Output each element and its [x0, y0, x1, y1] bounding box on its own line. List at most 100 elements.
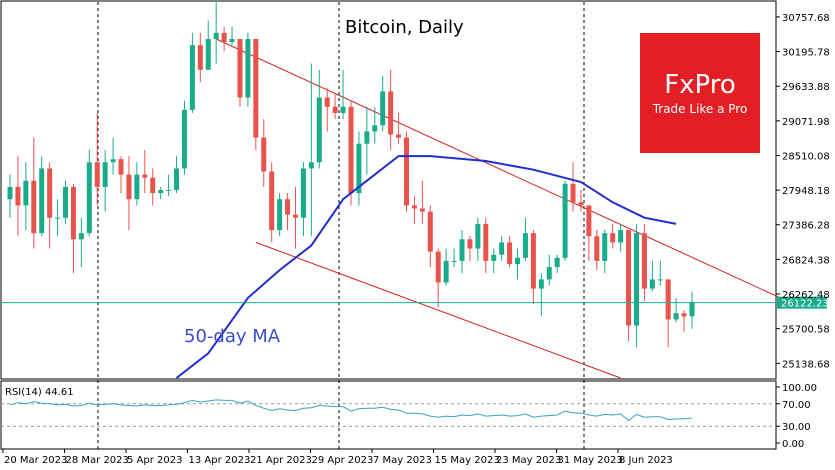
candle-body [673, 313, 679, 320]
candle-body [237, 38, 243, 98]
candle-body [530, 233, 536, 289]
rsi-panel-frame [0, 380, 777, 450]
current-price-line: 26122.23 [1, 296, 829, 310]
chart-title: Bitcoin, Daily [345, 17, 464, 38]
candle-body [261, 137, 267, 172]
candle-body [94, 162, 100, 187]
candle-body [491, 254, 497, 261]
candle-body [538, 279, 544, 289]
candle-body [23, 180, 29, 206]
candle-body [641, 233, 647, 289]
candle-body [633, 233, 639, 326]
candle-body [610, 233, 616, 243]
candle-body [562, 183, 568, 258]
candle-body [475, 223, 481, 249]
candle-body [134, 174, 140, 200]
candle-body [657, 279, 663, 281]
candle-body [348, 106, 354, 194]
candle-body [102, 162, 108, 187]
x-tick-label: 20 Mar 2023 [4, 455, 67, 466]
candle-body [546, 267, 552, 280]
candle-body [277, 199, 283, 231]
candle-body [364, 131, 370, 144]
candle-body [86, 162, 92, 234]
fxpro-logo: FxPro Trade Like a Pro [640, 33, 760, 153]
candle-body [150, 177, 156, 194]
candle-body [380, 91, 386, 126]
candle-body [404, 137, 409, 206]
candle-body [435, 251, 441, 283]
candle-body [507, 242, 513, 264]
y-tick-label: 26824.38 [782, 255, 830, 266]
candle-body [396, 134, 402, 138]
candle-body [213, 32, 219, 39]
x-tick-label: 7 May 2023 [373, 455, 432, 466]
candle-body [292, 214, 298, 218]
candle-body [689, 302, 695, 317]
candle-body [229, 38, 235, 43]
candle-body [467, 239, 473, 249]
price-label-bg [777, 296, 827, 309]
y-tick-label: 29633.88 [782, 82, 830, 93]
candle-body [110, 159, 116, 163]
candle-body [197, 45, 203, 70]
logo-background [640, 33, 760, 153]
moving-average [175, 155, 677, 379]
y-tick-label: 27948.18 [782, 186, 830, 197]
x-tick-label: 29 Apr 2023 [312, 455, 374, 466]
rsi-label: RSI(14) 44.61 [5, 387, 74, 398]
ma-50-line [175, 155, 677, 379]
candle-body [308, 162, 314, 169]
candle-body [618, 230, 624, 243]
candle-body [166, 190, 172, 191]
candle-body [269, 171, 275, 231]
candle-body [411, 205, 417, 209]
candle-body [586, 205, 592, 237]
logo-tagline: Trade Like a Pro [652, 102, 748, 116]
candle-body [388, 91, 394, 135]
x-tick-label: 23 May 2023 [496, 455, 561, 466]
candle-body [126, 174, 132, 200]
candle-body [39, 168, 45, 234]
candle-body [245, 38, 251, 98]
candle-body [332, 106, 338, 113]
rsi-indicator: RSI(14) 44.61 100.00 70.00 30.00 0.00 [1, 383, 817, 450]
candlesticks [7, 2, 695, 348]
y-tick-label: 30757.68 [782, 13, 830, 24]
candle-body [324, 97, 330, 107]
period-separators [97, 2, 585, 449]
candle-body [221, 32, 227, 43]
candle-body [70, 186, 76, 240]
candle-body [47, 168, 53, 218]
rsi-line [9, 399, 693, 422]
candle-body [356, 143, 362, 194]
candle-body [118, 159, 124, 175]
price-label: 26122.23 [781, 299, 829, 310]
candle-body [522, 233, 528, 258]
x-tick-label: 13 Apr 2023 [189, 455, 251, 466]
candle-body [499, 242, 505, 255]
candle-body [594, 236, 600, 261]
rsi-tick-label: 30.00 [782, 422, 811, 433]
y-tick-label: 27386.28 [782, 221, 830, 232]
candle-body [681, 313, 687, 317]
candle-body [253, 38, 259, 138]
y-tick-label: 29071.98 [782, 117, 830, 128]
candle-body [459, 239, 465, 261]
candle-body [372, 125, 378, 132]
candle-body [340, 106, 346, 113]
x-tick-label: 15 May 2023 [435, 455, 500, 466]
candle-body [451, 260, 457, 262]
candle-body [649, 279, 655, 289]
y-tick-label: 26262.48 [782, 290, 830, 301]
candle-body [578, 202, 584, 206]
channel-lower-line [255, 241, 621, 379]
x-tick-label: 31 May 2023 [558, 455, 623, 466]
candle-body [665, 279, 671, 320]
candle-body [570, 183, 576, 203]
candle-body [554, 257, 560, 268]
candle-body [427, 211, 433, 252]
candle-body [63, 186, 69, 218]
y-tick-label: 25138.68 [782, 359, 830, 370]
